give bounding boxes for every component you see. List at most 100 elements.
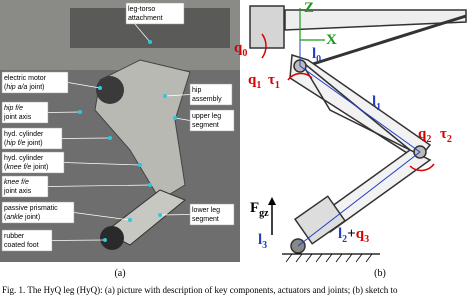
label-piece: hip bbox=[192, 87, 201, 94]
symbol-sub: 1 bbox=[376, 102, 381, 113]
symbol-main: l bbox=[312, 46, 316, 62]
symbol-sub: 3 bbox=[262, 240, 267, 251]
label-text: leg-torso bbox=[128, 6, 155, 13]
label-box bbox=[1, 101, 49, 124]
label-box bbox=[189, 83, 233, 106]
symbol-sub: 1 bbox=[256, 80, 261, 91]
torso-block bbox=[249, 5, 285, 49]
label-text: electric motor bbox=[4, 75, 47, 82]
l1-line bbox=[299, 65, 421, 153]
label-piece: ( bbox=[4, 84, 7, 91]
label-text: assembly bbox=[192, 96, 222, 103]
label-text: attachment bbox=[128, 15, 163, 22]
leader-dot bbox=[163, 94, 167, 98]
label-piece: passive prismatic bbox=[4, 205, 58, 212]
label-text: (hip a/a joint) bbox=[4, 84, 45, 91]
label-piece: electric motor bbox=[4, 75, 47, 82]
leader-line bbox=[174, 117, 191, 121]
leader-line bbox=[63, 162, 141, 166]
leader-line bbox=[164, 94, 191, 97]
symbol-main: τ bbox=[268, 72, 275, 88]
symbol-sub: 2 bbox=[342, 234, 347, 245]
label-box bbox=[1, 71, 69, 94]
leader-line bbox=[61, 137, 111, 139]
label-piece: hip a/a bbox=[6, 84, 27, 91]
label-box bbox=[189, 203, 235, 226]
leader-line bbox=[47, 184, 151, 187]
label-piece: joint) bbox=[23, 214, 40, 221]
symbol: q1 bbox=[248, 72, 261, 91]
label-piece: assembly bbox=[192, 96, 222, 103]
leader-dot bbox=[98, 86, 102, 90]
panel-tag: (a) bbox=[114, 268, 125, 279]
label-text: hyd. cylinder bbox=[4, 155, 44, 162]
label-piece: lower leg bbox=[192, 207, 220, 214]
label-piece: ( bbox=[4, 164, 7, 171]
label-piece: hyd. cylinder bbox=[4, 155, 44, 162]
label-piece: segment bbox=[192, 216, 219, 223]
symbol-main: l bbox=[258, 232, 262, 248]
label-piece: joint) bbox=[31, 164, 48, 171]
motor bbox=[96, 76, 124, 104]
symbol: q0 bbox=[234, 40, 247, 59]
label-box bbox=[1, 151, 65, 174]
leader-dot bbox=[148, 183, 152, 187]
label-text: joint axis bbox=[3, 188, 32, 195]
label-text: (knee f/e joint) bbox=[4, 164, 48, 171]
axis-label: Z bbox=[304, 0, 314, 16]
symbol-main: q bbox=[418, 126, 427, 142]
symbol-sub: 2 bbox=[426, 134, 431, 145]
label-piece: upper leg bbox=[192, 113, 221, 120]
q1-arc bbox=[287, 72, 313, 81]
label-text: joint axis bbox=[3, 114, 32, 121]
label-piece: hip f/e bbox=[6, 140, 25, 147]
label-text: hip bbox=[192, 87, 201, 94]
label-box bbox=[1, 229, 53, 252]
label-piece: knee f/e bbox=[6, 164, 31, 171]
leader-line bbox=[51, 239, 106, 241]
leader-line bbox=[47, 111, 81, 113]
symbol-main: l bbox=[372, 94, 376, 110]
leader-dot bbox=[173, 116, 177, 120]
symbol-main: q bbox=[248, 72, 257, 88]
leg-sketch bbox=[249, 5, 467, 263]
symbol-sub: 1 bbox=[275, 80, 280, 91]
label-text: segment bbox=[192, 216, 219, 223]
operator: + bbox=[347, 226, 356, 242]
symbol: l0 bbox=[312, 46, 321, 65]
force-head bbox=[268, 197, 276, 205]
axis-label: X bbox=[326, 32, 337, 48]
leader-dot bbox=[108, 136, 112, 140]
symbol: q2 bbox=[418, 126, 431, 145]
symbol: l1 bbox=[372, 94, 381, 113]
label-piece: hyd. cylinder bbox=[4, 131, 44, 138]
cylinder bbox=[299, 14, 467, 70]
label-piece: segment bbox=[192, 122, 219, 129]
label-text: hyd. cylinder bbox=[4, 131, 44, 138]
label-text: (ankle joint) bbox=[4, 214, 40, 221]
label-piece: ( bbox=[4, 140, 7, 147]
symbol: τ2 bbox=[440, 126, 452, 145]
symbol-sub: 2 bbox=[447, 134, 452, 145]
leader-dot bbox=[128, 218, 132, 222]
leader-dot bbox=[148, 40, 152, 44]
symbol-main: l bbox=[338, 226, 342, 242]
label-text: lower leg bbox=[192, 207, 220, 214]
foot bbox=[100, 226, 124, 250]
label-piece: knee f/e bbox=[4, 179, 29, 186]
symbol-main: F bbox=[250, 200, 259, 216]
lower-leg bbox=[104, 189, 186, 246]
symbol: τ1 bbox=[268, 72, 280, 91]
label-box bbox=[1, 127, 63, 150]
leader-dot bbox=[138, 163, 142, 167]
l2-line bbox=[297, 151, 421, 247]
label-text: knee f/e bbox=[4, 179, 29, 186]
leader-dot bbox=[158, 213, 162, 217]
caption: Fig. 1. The HyQ leg (HyQ): (a) picture w… bbox=[2, 285, 398, 295]
label-box bbox=[125, 2, 185, 25]
symbol-sub: gz bbox=[259, 208, 269, 219]
label-piece: hip f/e bbox=[4, 105, 23, 112]
q2-arc bbox=[409, 163, 435, 172]
